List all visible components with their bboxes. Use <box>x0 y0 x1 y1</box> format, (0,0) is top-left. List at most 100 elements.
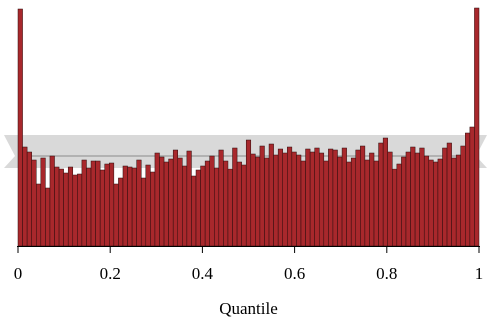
x-tick-label: 0.2 <box>100 264 121 283</box>
histogram-bar <box>127 166 133 247</box>
histogram-bar <box>474 7 480 247</box>
histogram-bars <box>17 7 480 247</box>
histogram-bar <box>45 187 51 247</box>
histogram-bar <box>195 169 201 247</box>
histogram-bar <box>282 152 288 247</box>
histogram-bar <box>300 160 306 247</box>
histogram-bar <box>451 157 457 247</box>
histogram-bar <box>168 158 174 247</box>
histogram-bar <box>118 177 124 247</box>
histogram-bar <box>328 148 334 247</box>
histogram-bar <box>414 152 420 247</box>
x-tick-label: 0.6 <box>284 264 305 283</box>
histogram-bar <box>437 158 443 247</box>
histogram-bar <box>332 149 338 247</box>
x-tick-label: 1 <box>475 264 484 283</box>
histogram-bar <box>109 162 115 247</box>
histogram-bar <box>355 149 361 247</box>
histogram-bar <box>17 8 23 247</box>
histogram-bar <box>314 147 320 247</box>
histogram-bar <box>131 167 137 247</box>
histogram-bar <box>442 147 448 247</box>
histogram-bar <box>319 152 325 247</box>
histogram-bar <box>214 167 220 247</box>
histogram-bar <box>95 160 101 247</box>
histogram-bar <box>31 159 37 247</box>
histogram-bar <box>182 165 188 247</box>
histogram-bar <box>191 175 197 247</box>
histogram-bar <box>163 161 169 247</box>
histogram-bar <box>81 159 87 247</box>
histogram-bar <box>232 147 238 247</box>
histogram-bar <box>245 139 252 247</box>
histogram-bar <box>405 151 411 247</box>
histogram-bar <box>378 142 384 247</box>
histogram-bar <box>341 147 347 247</box>
histogram-bar <box>113 183 119 247</box>
histogram-bar <box>410 146 416 247</box>
histogram-bar <box>99 169 105 247</box>
histogram-bar <box>369 152 375 247</box>
histogram-bar <box>54 166 60 247</box>
histogram-bar <box>392 168 398 247</box>
histogram-bar <box>465 132 471 247</box>
histogram-bar <box>255 156 261 247</box>
histogram-bar <box>159 156 165 247</box>
histogram-bar <box>387 151 393 247</box>
histogram-bar <box>236 161 242 247</box>
x-axis-ticks: 0 0.2 0.4 0.6 0.8 1 <box>14 246 484 283</box>
histogram-bar <box>223 160 229 247</box>
histogram-bar <box>460 145 466 247</box>
x-tick-label: 0.4 <box>192 264 214 283</box>
histogram-bar <box>277 148 283 247</box>
histogram-bar <box>186 150 192 247</box>
x-axis-title: Quantile <box>219 299 278 318</box>
histogram-bar <box>401 156 407 247</box>
histogram-bar <box>323 160 329 247</box>
histogram-bar <box>90 160 96 247</box>
histogram-bar <box>423 155 430 247</box>
x-tick-label: 0 <box>14 264 23 283</box>
histogram-bar <box>209 155 215 247</box>
histogram-bar <box>446 142 452 247</box>
histogram-bar <box>433 161 439 247</box>
histogram-bar <box>273 154 279 247</box>
histogram-bar <box>218 149 224 247</box>
histogram-bar <box>49 155 55 247</box>
histogram-bar <box>396 163 402 247</box>
histogram-bar <box>469 126 475 247</box>
histogram-bar <box>455 154 461 247</box>
histogram-bar <box>200 165 206 247</box>
histogram-bar <box>360 145 366 247</box>
histogram-bar <box>154 152 160 247</box>
histogram-bar <box>350 157 357 247</box>
histogram-bar <box>259 145 265 247</box>
histogram-bar <box>241 164 247 247</box>
histogram-bar <box>63 172 69 247</box>
histogram-bar <box>177 157 183 247</box>
histogram-bar <box>77 173 83 247</box>
histogram-bar <box>337 156 343 247</box>
histogram-bar <box>145 164 151 247</box>
histogram-bar <box>172 149 179 247</box>
histogram-bar <box>373 160 379 247</box>
histogram-bar <box>309 151 315 247</box>
histogram-bar <box>382 137 388 247</box>
histogram-bar <box>122 165 128 247</box>
histogram-bar <box>296 154 302 247</box>
histogram-bar <box>86 167 92 247</box>
histogram-bar <box>346 161 352 247</box>
x-tick-label: 0.8 <box>376 264 397 283</box>
histogram-bar <box>36 183 42 247</box>
histogram-bar <box>72 174 78 247</box>
histogram-bar <box>150 171 156 247</box>
histogram-bar <box>104 163 110 247</box>
histogram-bar <box>428 159 434 247</box>
histogram-bar <box>264 157 270 247</box>
histogram-bar <box>268 143 274 247</box>
histogram-bar <box>364 159 370 247</box>
histogram-bar <box>287 146 293 247</box>
histogram-bar <box>136 159 142 247</box>
histogram-bar <box>227 168 233 247</box>
histogram-bar <box>419 147 425 247</box>
